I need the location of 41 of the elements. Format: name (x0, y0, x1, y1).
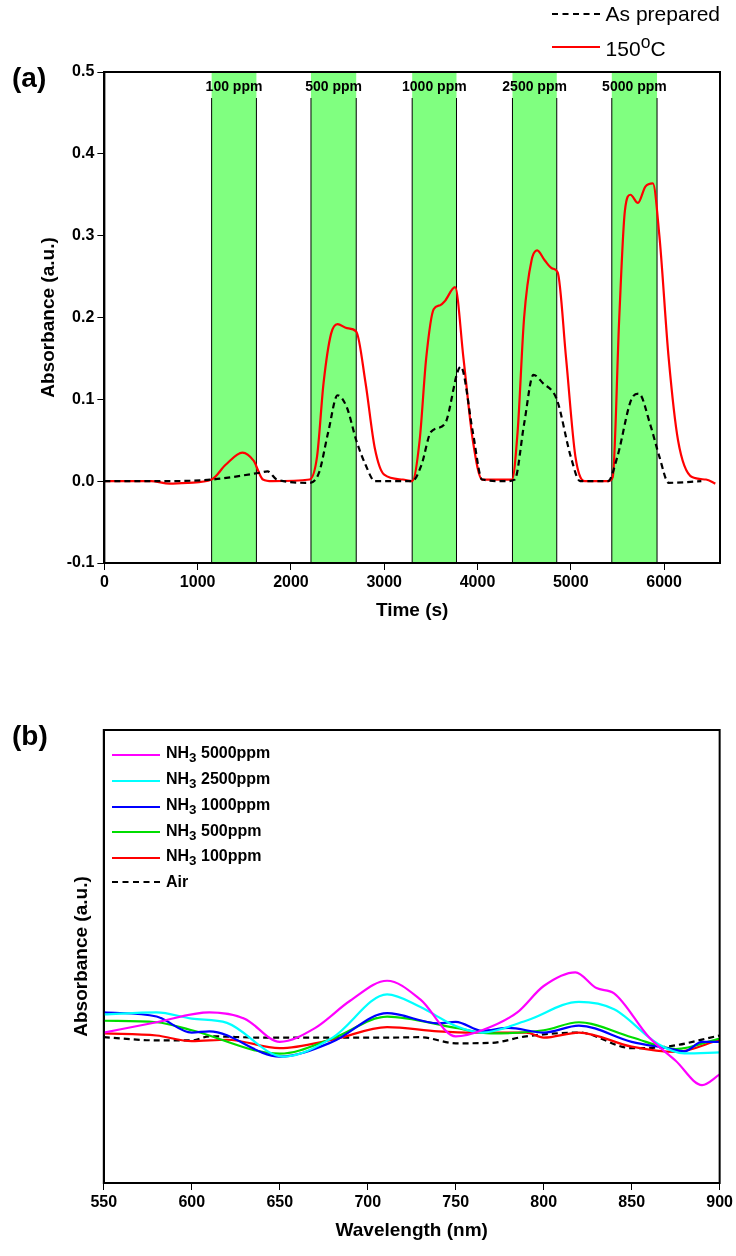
band-label: 100 ppm (205, 77, 263, 94)
x-tick-label: 850 (618, 1193, 646, 1211)
band-label: 2500 ppm (502, 77, 567, 94)
y-axis-title: Absorbance (a.u.) (36, 237, 58, 398)
legend-label: NH$_{3}$ 5000ppm (166, 744, 271, 766)
x-tick-label: 6000 (646, 573, 682, 591)
y-tick-label: 0.2 (72, 307, 95, 325)
x-tick-label: 800 (530, 1193, 558, 1211)
x-tick-label: 1000 (179, 573, 216, 591)
x-tick-label: 4000 (459, 573, 496, 591)
band-label: 5000 ppm (602, 77, 667, 94)
y-tick-label: 0.3 (72, 226, 95, 244)
y-tick-label: 0.5 (72, 62, 95, 80)
x-axis-title: Wavelength (nm) (335, 1218, 488, 1240)
x-tick-label: 700 (354, 1193, 382, 1211)
x-tick-label: 650 (266, 1193, 294, 1211)
legend-label: 150$^{o}$C (605, 32, 666, 61)
x-tick-label: 600 (178, 1193, 206, 1211)
band-label: 1000 ppm (402, 77, 467, 94)
legend-label: As prepared (605, 2, 720, 26)
legend-label: Air (166, 873, 189, 891)
y-axis-title: Absorbance (a.u.) (69, 876, 91, 1037)
x-tick-label: 3000 (366, 573, 403, 591)
x-tick-label: 5000 (552, 573, 589, 591)
legend-label: NH$_{3}$ 2500ppm (166, 769, 271, 792)
legend-label: NH$_{3}$ 100ppm (166, 847, 262, 870)
legend-label: NH$_{3}$ 500ppm (166, 821, 262, 844)
x-tick-label: 550 (90, 1193, 118, 1211)
y-tick-label: 0.1 (72, 389, 95, 407)
x-tick-label: 750 (442, 1193, 470, 1211)
legend-label: NH$_{3}$ 1000ppm (166, 795, 271, 818)
band-label: 500 ppm (305, 77, 363, 94)
chart-title: (a) (12, 62, 47, 94)
y-tick-label: -0.1 (66, 553, 95, 571)
x-tick-label: 900 (706, 1193, 734, 1211)
y-tick-label: 0.4 (72, 144, 95, 162)
x-axis-title: Time (s) (375, 598, 449, 620)
x-tick-label: 2000 (273, 573, 309, 591)
chart-title: (b) (12, 720, 48, 752)
y-tick-label: 0.0 (72, 471, 95, 489)
x-tick-label: 0 (99, 573, 109, 591)
